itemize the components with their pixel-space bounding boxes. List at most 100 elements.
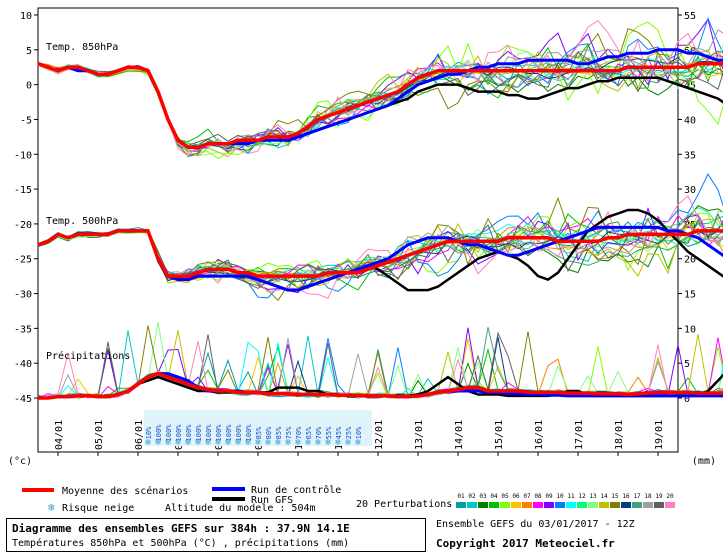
- legend-perturbations-label: 20 Perturbations: [356, 499, 452, 510]
- legend-perturbation-swatch: [599, 502, 609, 508]
- legend-perturbation-id: 02: [468, 493, 476, 500]
- snowflake-icon: ❄: [195, 438, 201, 448]
- snow-percentage-label: 10%: [355, 426, 363, 439]
- legend-perturbation-id: 05: [501, 493, 509, 500]
- x-tick-label: 13/01: [414, 420, 425, 450]
- legend-perturbation-id: 11: [567, 493, 575, 500]
- snow-percentage-label: 100%: [215, 424, 223, 442]
- snow-percentage-label: 85%: [255, 426, 263, 439]
- snowflake-icon: ❄: [235, 438, 241, 448]
- legend-perturbation-id: 09: [545, 493, 553, 500]
- legend-perturbation-swatch: [467, 502, 477, 508]
- legend-mean-label: Moyenne des scénarios: [62, 485, 188, 497]
- left-tick-label: -45: [14, 394, 32, 405]
- right-tick-label: 55: [684, 11, 696, 22]
- left-tick-label: 0: [26, 81, 32, 92]
- snowflake-icon: ❄: [315, 438, 321, 448]
- snow-percentage-label: 85%: [275, 426, 283, 439]
- right-axis-unit: (mm): [692, 456, 716, 467]
- x-tick-label: 18/01: [614, 420, 625, 450]
- perturbation-13-850-line: [37, 44, 723, 157]
- x-tick-label: 06/01: [134, 420, 145, 450]
- left-tick-label: -20: [14, 220, 32, 231]
- legend-perturbation-swatch: [643, 502, 653, 508]
- snow-percentage-label: 100%: [175, 424, 183, 442]
- right-tick-label: 5: [684, 359, 690, 370]
- snow-risk-band: 10%❄100%❄100%❄100%❄100%❄100%❄100%❄100%❄1…: [144, 410, 372, 448]
- snowflake-icon: ❄: [205, 438, 211, 448]
- legend-perturbation-swatch: [665, 502, 675, 508]
- x-tick-label: 12/01: [374, 420, 385, 450]
- snow-percentage-label: 45%: [335, 426, 343, 439]
- perturbation-12-500-line: [37, 207, 723, 284]
- left-tick-label: 5: [26, 46, 32, 57]
- left-tick-label: -5: [20, 115, 32, 126]
- mean-500-line: [37, 229, 723, 278]
- snow-band-background: [144, 410, 372, 446]
- x-tick-label: 19/01: [654, 420, 665, 450]
- right-tick-label: 20: [684, 255, 696, 266]
- right-tick-label: 30: [684, 185, 696, 196]
- panel-label-850: Temp. 850hPa: [46, 42, 118, 53]
- snowflake-icon: ❄: [285, 438, 291, 448]
- right-tick-label: 40: [684, 115, 696, 126]
- legend-perturbation-swatch: [500, 502, 510, 508]
- legend-perturbation-swatch: [566, 502, 576, 508]
- perturbation-18-850-line: [37, 29, 723, 152]
- legend-perturbation-id: 16: [622, 493, 630, 500]
- snow-percentage-label: 100%: [225, 424, 233, 442]
- snowflake-icon: ❄: [355, 438, 361, 448]
- snowflake-icon: ❄: [185, 438, 191, 448]
- panel-label-500: Temp. 500hPa: [46, 216, 118, 227]
- legend-perturbation-swatch: [489, 502, 499, 508]
- legend-perturbation-swatch: [533, 502, 543, 508]
- x-tick-label: 16/01: [534, 420, 545, 450]
- right-tick-label: 15: [684, 290, 696, 301]
- snow-percentage-label: 100%: [165, 424, 173, 442]
- right-tick-label: 10: [684, 324, 696, 335]
- snowflake-icon: ❄: [145, 438, 151, 448]
- legend-perturbation-id: 14: [600, 493, 608, 500]
- perturbation-8-500-line: [37, 214, 723, 280]
- perturbation-15-500-line: [37, 196, 723, 302]
- snow-percentage-label: 100%: [205, 424, 213, 442]
- legend-control-label: Run de contrôle: [251, 484, 341, 496]
- snowflake-icon: ❄: [345, 438, 351, 448]
- perturbation-12-850-line: [37, 57, 723, 150]
- right-tick-label: 45: [684, 81, 696, 92]
- snowflake-icon: ❄: [215, 438, 221, 448]
- snow-percentage-label: 10%: [145, 426, 153, 439]
- snow-percentage-label: 55%: [325, 426, 333, 439]
- snow-percentage-label: 25%: [345, 426, 353, 439]
- legend-perturbation-swatch: [588, 502, 598, 508]
- panel-label-precip: Précipitations: [46, 350, 130, 362]
- legend-perturbation-swatch: [621, 502, 631, 508]
- legend-perturbation-id: 08: [534, 493, 542, 500]
- snowflake-icon: ❄: [165, 438, 171, 448]
- left-axis-unit: (°c): [8, 456, 32, 467]
- snow-percentage-label: 80%: [265, 426, 273, 439]
- left-tick-label: -15: [14, 185, 32, 196]
- snow-percentage-label: 100%: [235, 424, 243, 442]
- legend-perturbation-id: 17: [633, 493, 641, 500]
- snowflake-icon: ❄: [275, 438, 281, 448]
- legend-perturbation-id: 18: [644, 493, 652, 500]
- copyright: Copyright 2017 Meteociel.fr: [436, 537, 615, 550]
- legend-perturbation-swatch: [632, 502, 642, 508]
- snow-percentage-label: 75%: [285, 426, 293, 439]
- x-tick-label: 05/01: [94, 420, 105, 450]
- ensemble-run-label: Ensemble GEFS du 03/01/2017 - 12Z: [436, 519, 635, 530]
- footer-title-box: [6, 518, 426, 552]
- legend-snow-risk-label: Risque neige: [62, 503, 134, 514]
- legend-perturbation-id: 19: [655, 493, 663, 500]
- snow-percentage-label: 100%: [155, 424, 163, 442]
- snow-risk-icon: ❄: [48, 501, 55, 514]
- right-tick-label: 0: [684, 394, 690, 405]
- legend-perturbation-id: 15: [611, 493, 619, 500]
- left-tick-label: -30: [14, 290, 32, 301]
- perturbation-15-precip-line: [37, 325, 723, 399]
- snowflake-icon: ❄: [295, 438, 301, 448]
- legend-perturbation-id: 03: [479, 493, 487, 500]
- snowflake-icon: ❄: [265, 438, 271, 448]
